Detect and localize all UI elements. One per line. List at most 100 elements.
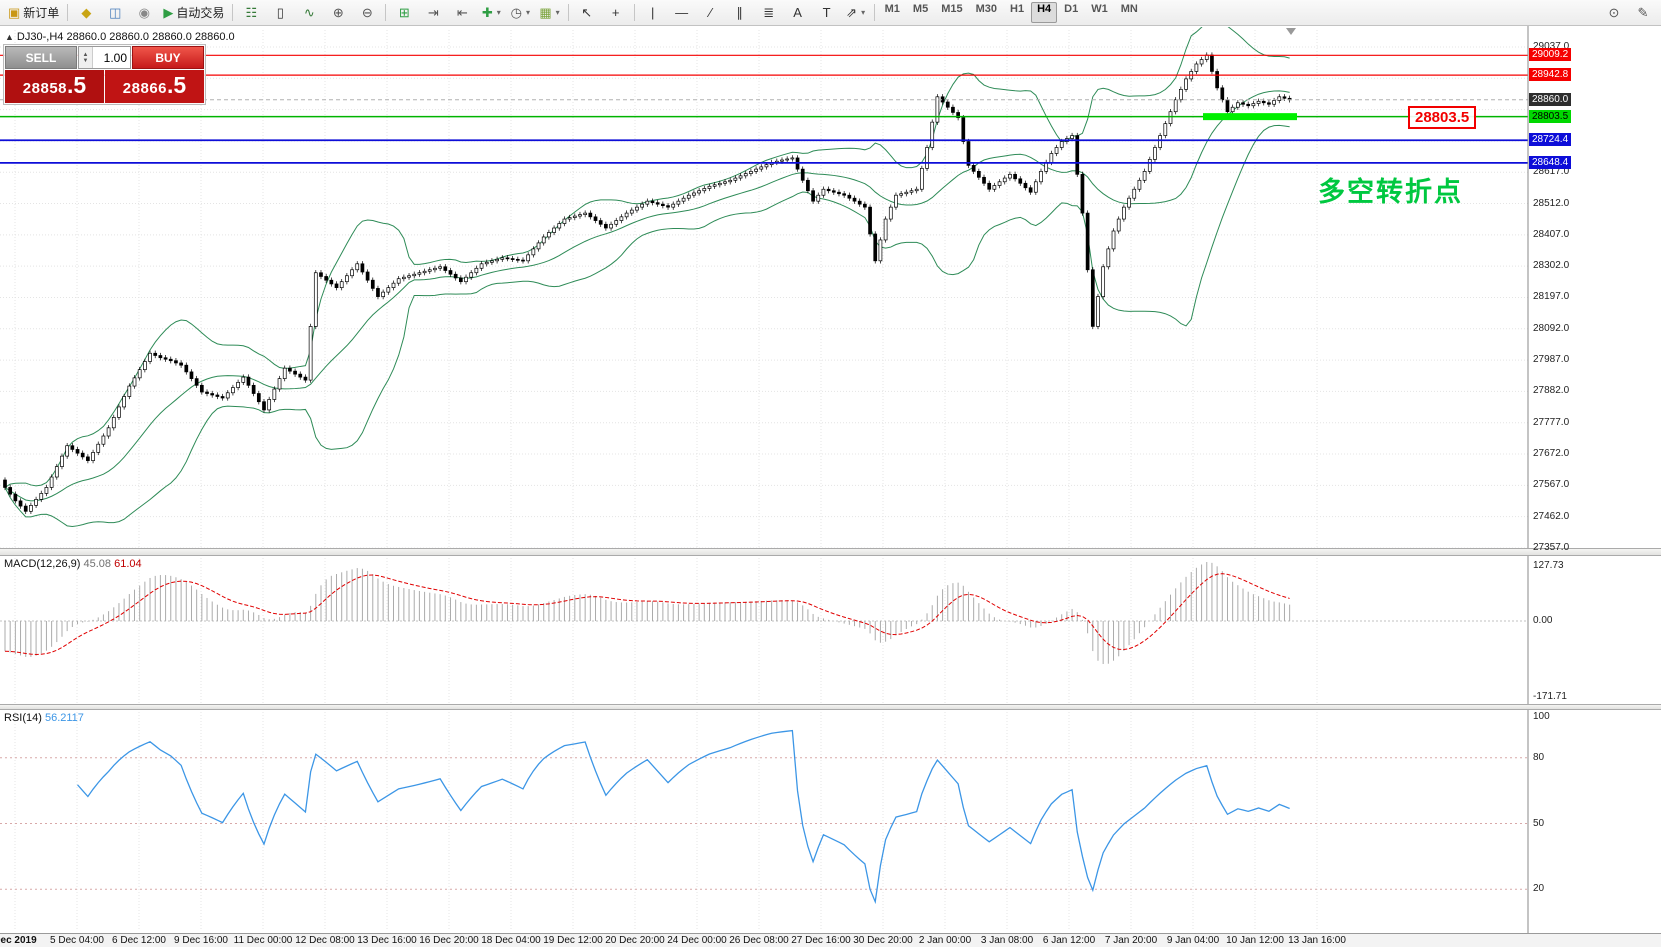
ohlc-values: 28860.0 28860.0 28860.0 28860.0 — [66, 31, 235, 43]
trendline-tool-button[interactable]: ∕ — [697, 2, 725, 24]
crosshair-tool-icon: + — [611, 5, 620, 20]
price-axis-label: 29037.0 — [1533, 41, 1570, 52]
price-axis-label: 28512.0 — [1533, 197, 1570, 209]
date-label: 10 Jan 12:00 — [1226, 935, 1284, 946]
line-chart-type-icon: ∿ — [303, 5, 315, 20]
price-callout-label: 28803.5 — [1408, 106, 1477, 129]
templates-dropdown-button[interactable]: ▦ ▾ — [535, 2, 563, 24]
channel-tool-icon: ∥ — [736, 5, 743, 20]
timeframe-H4[interactable]: H4 — [1031, 2, 1058, 23]
chart-header: ▲ DJ30-,H4 28860.0 28860.0 28860.0 28860.… — [5, 31, 235, 43]
sell-price-display[interactable]: 28858 .5 — [5, 70, 104, 103]
time-axis[interactable]: Dec 2019 5 Dec 04:00 6 Dec 12:00 9 Dec 16:0… — [0, 933, 1661, 947]
edit-button[interactable]: ✎ — [1629, 2, 1657, 24]
cursor-tool-icon: ↖ — [581, 5, 593, 20]
rsi-axis-label: 20 — [1533, 883, 1545, 895]
toolbar-separator — [67, 4, 69, 21]
toolbar-separator — [385, 4, 387, 21]
sell-button[interactable]: SELL — [5, 46, 77, 69]
price-axis-label: 27462.0 — [1533, 510, 1570, 522]
tile-windows-button[interactable]: ⊞ — [390, 2, 418, 24]
charts-profile-button[interactable]: ◆ — [72, 2, 100, 24]
panel-splitter-macd[interactable] — [0, 548, 1661, 556]
chevron-down-icon: ▾ — [861, 8, 866, 17]
charts-profile-icon: ◆ — [81, 5, 92, 20]
cursor-tool-button[interactable]: ↖ — [573, 2, 601, 24]
macd-axis-label: 0.00 — [1533, 615, 1553, 626]
market-watch-button[interactable]: ◫ — [101, 2, 129, 24]
chart-shift-icon: ⇤ — [456, 5, 468, 20]
timeframe-MN[interactable]: MN — [1120, 3, 1138, 15]
support-highlight-segment — [1203, 113, 1297, 121]
timeframe-M15[interactable]: M15 — [941, 3, 963, 15]
autotrade-icon: ▶ — [163, 5, 174, 20]
zoom-in-button[interactable]: ⊕ — [324, 2, 352, 24]
periods-dropdown-button[interactable]: ◷ ▾ — [506, 2, 534, 24]
price-axis-label: 27672.0 — [1533, 448, 1570, 460]
date-label: 16 Dec 20:00 — [419, 935, 479, 946]
buy-button[interactable]: BUY — [132, 46, 204, 69]
macd-signal-line — [4, 573, 1290, 655]
sell-price-frac: .5 — [67, 72, 87, 98]
label-tool-icon: T — [822, 5, 831, 20]
candlestick-chart-type-icon: ▯ — [276, 5, 284, 20]
timeframe-H1[interactable]: H1 — [1010, 3, 1025, 15]
date-label: 3 Jan 08:00 — [980, 935, 1034, 946]
line-chart-type-button[interactable]: ∿ — [295, 2, 323, 24]
buy-price-frac: .5 — [167, 72, 187, 98]
buy-price-main: 28866 — [122, 80, 168, 97]
auto-scroll-button[interactable]: ⇥ — [419, 2, 447, 24]
new-order-button[interactable]: ▣ 新订单 — [4, 2, 63, 24]
buy-price-display[interactable]: 28866 .5 — [105, 70, 204, 103]
timeframe-M5[interactable]: M5 — [912, 3, 929, 15]
bars-chart-type-button[interactable]: ☷ — [237, 2, 265, 24]
arrows-tool-button[interactable]: ⇗ ▾ — [842, 2, 870, 24]
macd-label: MACD(12,26,9) — [4, 558, 81, 570]
search-button[interactable]: ⊙ — [1600, 2, 1628, 24]
fibonacci-tool-button[interactable]: ≣ — [755, 2, 783, 24]
chart-shift-marker-icon[interactable] — [1286, 28, 1296, 35]
zoom-out-icon: ⊖ — [361, 5, 373, 20]
date-label: Dec 2019 — [0, 935, 37, 946]
date-label: 26 Dec 08:00 — [729, 935, 789, 946]
timeframe-D1[interactable]: D1 — [1064, 3, 1079, 15]
volume-input[interactable] — [93, 47, 130, 68]
chart-shift-button[interactable]: ⇤ — [448, 2, 476, 24]
panel-splitter-rsi[interactable] — [0, 704, 1661, 710]
edit-icon: ✎ — [1637, 5, 1649, 20]
date-label: 27 Dec 16:00 — [791, 935, 851, 946]
volume-spinner[interactable]: ▲ ▼ — [79, 47, 93, 68]
channel-tool-button[interactable]: ∥ — [726, 2, 754, 24]
price-axis-label: 28092.0 — [1533, 322, 1570, 334]
indicators-button[interactable]: ✚ ▾ — [477, 2, 505, 24]
price-axis-label: 27882.0 — [1533, 385, 1570, 397]
macd-header: MACD(12,26,9) 45.08 61.04 — [4, 558, 142, 570]
collapse-arrow-icon[interactable]: ▲ — [5, 32, 14, 42]
zoom-out-button[interactable]: ⊖ — [353, 2, 381, 24]
bars-chart-type-icon: ☷ — [245, 5, 258, 20]
label-tool-button[interactable]: T — [813, 2, 841, 24]
auto-scroll-icon: ⇥ — [427, 5, 439, 20]
autotrade-button[interactable]: ▶ 自动交易 — [159, 2, 228, 24]
candlestick-chart-type-button[interactable]: ▯ — [266, 2, 294, 24]
date-label: 13 Jan 16:00 — [1288, 935, 1346, 946]
date-label: 6 Jan 12:00 — [1042, 935, 1096, 946]
text-tool-button[interactable]: A — [784, 2, 812, 24]
rsi-axis-label: 100 — [1533, 711, 1550, 722]
timeframe-M1[interactable]: M1 — [884, 3, 900, 15]
resistance-line-badge-1: 29009.2 — [1529, 48, 1572, 62]
crosshair-tool-button[interactable]: + — [602, 2, 630, 24]
alerts-button[interactable]: ◉ — [130, 2, 158, 24]
date-label: 30 Dec 20:00 — [853, 935, 913, 946]
sell-price-main: 28858 — [22, 80, 68, 97]
resistance-line-badge-2: 28942.8 — [1529, 68, 1572, 82]
macd-signal-value: 61.04 — [114, 558, 142, 570]
timeframe-W1[interactable]: W1 — [1091, 3, 1108, 15]
horizontal-line-tool-button[interactable]: — — [668, 2, 696, 24]
chevron-down-icon: ▾ — [555, 8, 560, 17]
vertical-line-tool-button[interactable]: | — [639, 2, 667, 24]
timeframe-M30[interactable]: M30 — [975, 3, 998, 15]
macd-axis-label: 127.73 — [1533, 560, 1564, 571]
